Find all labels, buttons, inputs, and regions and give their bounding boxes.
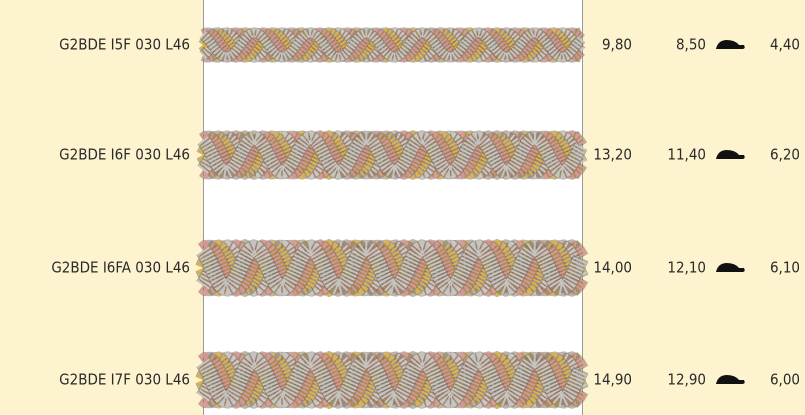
price: 12,10	[667, 259, 706, 277]
chain-strand	[201, 28, 585, 62]
price: 4,40	[770, 36, 800, 54]
weight-icon	[716, 150, 745, 159]
chain-strand	[197, 352, 588, 408]
price: 13,20	[593, 146, 632, 164]
weight-icon	[716, 263, 745, 272]
price: 6,10	[770, 259, 800, 277]
chain-strand	[200, 28, 585, 62]
price: 6,00	[770, 371, 800, 389]
price: 14,00	[593, 259, 632, 277]
weight-icon	[716, 40, 745, 49]
product-code: G2BDE I6FA 030 L46	[51, 259, 190, 277]
price: 12,90	[667, 371, 706, 389]
chain-strand	[197, 240, 588, 296]
chain-image	[195, 238, 589, 298]
chain-image	[195, 350, 589, 410]
price: 14,90	[593, 371, 632, 389]
product-image-panel	[203, 0, 583, 415]
chain-image	[196, 130, 588, 180]
product-code: G2BDE I7F 030 L46	[59, 371, 190, 389]
product-code: G2BDE I5F 030 L46	[59, 36, 190, 54]
chain-strand	[198, 131, 587, 179]
price: 9,80	[602, 36, 632, 54]
price: 11,40	[667, 146, 706, 164]
weight-icon	[716, 375, 745, 384]
chain-image	[198, 27, 586, 63]
price: 6,20	[770, 146, 800, 164]
product-code: G2BDE I6F 030 L46	[59, 146, 190, 164]
price: 8,50	[676, 36, 706, 54]
chain-strand	[201, 28, 585, 62]
